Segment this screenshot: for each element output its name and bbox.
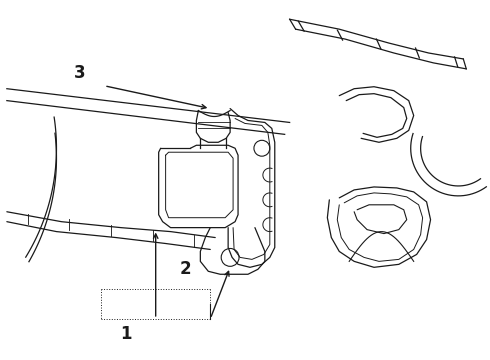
Text: 1: 1 <box>120 325 132 343</box>
Text: 3: 3 <box>74 64 85 82</box>
Text: 2: 2 <box>180 260 191 278</box>
